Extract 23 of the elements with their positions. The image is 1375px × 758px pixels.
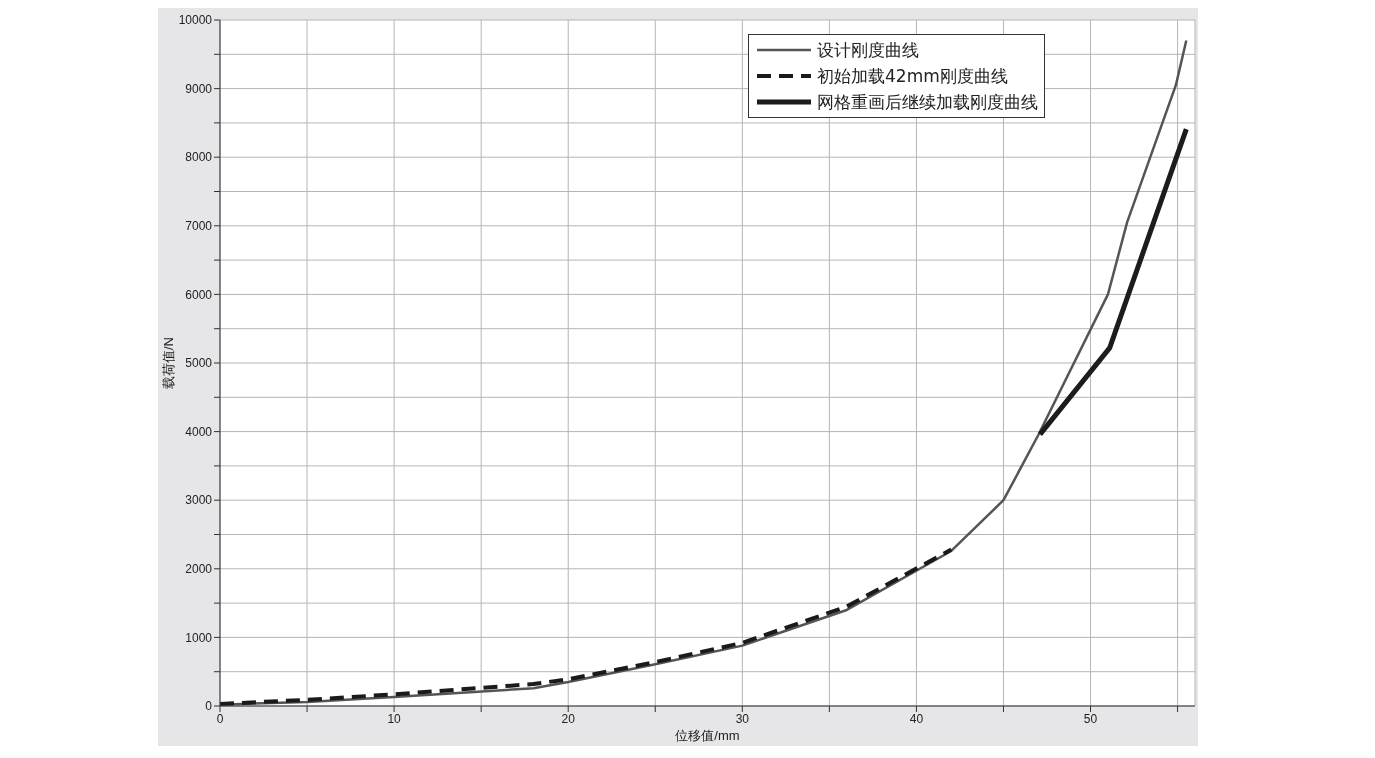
y-tick-label: 0 <box>205 699 213 714</box>
y-tick-label: 4000 <box>185 424 213 439</box>
x-tick-label: 40 <box>909 711 924 726</box>
legend-label: 初始加载42mm刚度曲线 <box>817 65 1008 88</box>
y-axis-title: 载荷值/N <box>160 337 176 389</box>
legend-label: 网格重画后继续加载刚度曲线 <box>817 91 1038 114</box>
y-tick-label: 3000 <box>185 493 213 508</box>
y-tick-label: 6000 <box>185 287 213 302</box>
y-tick-label: 5000 <box>185 356 213 371</box>
y-tick-label: 10000 <box>178 13 213 28</box>
y-tick-label: 1000 <box>185 630 213 645</box>
x-tick-label: 20 <box>561 711 576 726</box>
x-tick-label: 50 <box>1083 711 1098 726</box>
x-tick-label: 10 <box>387 711 402 726</box>
x-tick-label: 30 <box>735 711 750 726</box>
y-tick-label: 7000 <box>185 219 213 234</box>
x-axis-title: 位移值/mm <box>675 728 740 743</box>
line-series <box>220 547 954 706</box>
legend-label: 设计刚度曲线 <box>817 39 919 62</box>
x-tick-label: 0 <box>216 711 224 726</box>
y-tick-label: 2000 <box>185 562 213 577</box>
y-tick-label: 8000 <box>185 150 213 165</box>
y-tick-label: 9000 <box>185 81 213 96</box>
